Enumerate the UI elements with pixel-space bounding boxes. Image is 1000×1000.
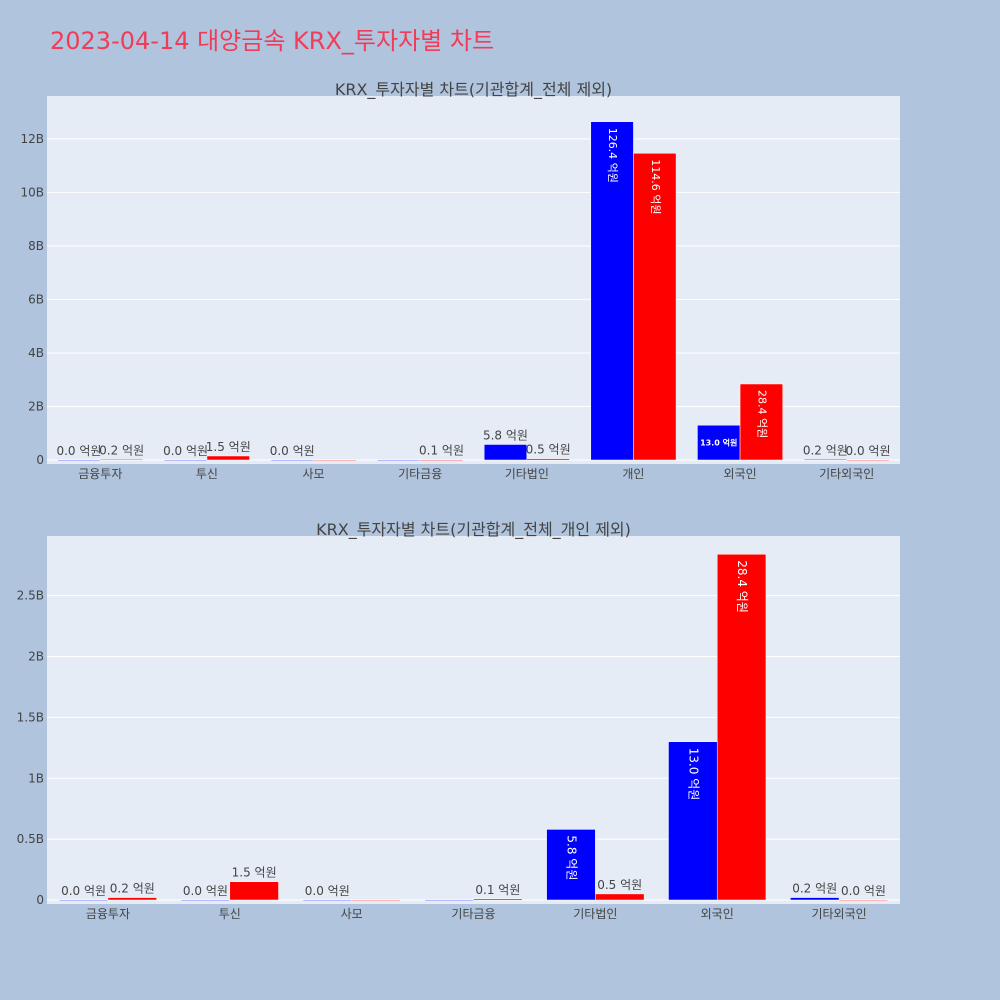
bar-value-label: 0.1 억원 bbox=[419, 444, 464, 458]
bar-value-label: 0.0 억원 bbox=[163, 444, 208, 458]
bar-value-label: 0.0 억원 bbox=[270, 444, 315, 458]
bar-value-label: 114.6 억원 bbox=[649, 159, 662, 214]
bar bbox=[790, 897, 840, 901]
bar-value-label: 1.5 억원 bbox=[232, 866, 277, 880]
x-tick-label: 투신 bbox=[196, 467, 218, 481]
bar-value-label: 1.5 억원 bbox=[206, 440, 251, 454]
bar-value-label: 0.0 억원 bbox=[61, 884, 106, 898]
bar bbox=[473, 898, 523, 901]
x-tick-label: 개인 bbox=[622, 467, 644, 481]
bar bbox=[57, 459, 101, 462]
x-tick-label: 금융투자 bbox=[86, 907, 130, 921]
bar-value-label: 0.0 억원 bbox=[56, 444, 101, 458]
bar bbox=[270, 459, 314, 462]
y-tick-label: 2B bbox=[28, 399, 44, 413]
y-tick-label: 8B bbox=[28, 239, 44, 253]
bar-value-label: 0.2 억원 bbox=[803, 443, 848, 457]
x-tick-label: 금융투자 bbox=[78, 467, 122, 481]
bar bbox=[424, 899, 474, 902]
bar bbox=[229, 881, 279, 901]
x-tick-label: 외국인 bbox=[724, 467, 757, 481]
bar bbox=[302, 899, 352, 902]
x-tick-label: 사모 bbox=[341, 907, 363, 921]
bar bbox=[697, 424, 741, 461]
y-tick-label: 2.5B bbox=[17, 589, 44, 603]
plot-area bbox=[47, 536, 900, 904]
bar-value-label: 0.0 억원 bbox=[183, 884, 228, 898]
y-tick-label: 6B bbox=[28, 292, 44, 306]
bar-value-label: 0.0 억원 bbox=[305, 884, 350, 898]
bar-value-label: 0.1 억원 bbox=[475, 883, 520, 897]
x-tick-label: 사모 bbox=[303, 467, 325, 481]
bar-value-label: 0.2 억원 bbox=[110, 882, 155, 896]
bar-value-label: 28.4 억원 bbox=[735, 560, 749, 613]
bar bbox=[838, 899, 889, 902]
bar-value-label: 28.4 억원 bbox=[755, 390, 768, 438]
y-tick-label: 1B bbox=[28, 771, 44, 785]
bar-value-label: 0.0 억원 bbox=[841, 884, 886, 898]
bar bbox=[633, 153, 677, 461]
bar bbox=[546, 829, 596, 901]
bar bbox=[58, 899, 109, 902]
bar-value-label: 0.0 억원 bbox=[846, 444, 891, 458]
bar-value-label: 5.8 억원 bbox=[483, 428, 528, 442]
bar-value-label: 0.2 억원 bbox=[792, 882, 837, 896]
chart-title: KRX_투자자별 차트(기관합계_전체 제외) bbox=[335, 80, 612, 100]
x-tick-label: 기타금융 bbox=[398, 467, 442, 481]
bar bbox=[180, 899, 231, 902]
bar bbox=[313, 459, 357, 462]
bar-value-label: 13.0 억원 bbox=[700, 438, 737, 448]
bar bbox=[846, 459, 890, 462]
bar bbox=[419, 459, 464, 461]
x-tick-label: 기타금융 bbox=[451, 907, 495, 921]
bar-value-label: 0.5 억원 bbox=[526, 443, 571, 457]
bar-value-label: 13.0 억원 bbox=[686, 748, 700, 801]
bar-value-label: 0.2 억원 bbox=[99, 443, 144, 457]
y-tick-label: 0.5B bbox=[17, 832, 44, 846]
bar-value-label: 5.8 억원 bbox=[564, 835, 578, 880]
bar bbox=[377, 459, 421, 462]
x-tick-label: 기타외국인 bbox=[819, 467, 874, 481]
bar-value-label: 126.4 억원 bbox=[606, 128, 619, 183]
y-tick-label: 12B bbox=[20, 132, 44, 146]
bar bbox=[590, 121, 634, 461]
bar bbox=[107, 897, 157, 901]
y-tick-label: 4B bbox=[28, 346, 44, 360]
y-tick-label: 1.5B bbox=[17, 710, 44, 724]
bar bbox=[351, 899, 401, 902]
chart-2: 0 0.5B 1B 1.5B 2B 2.5B KRX_투자자별 차트(기관합계_전체_개인 … bbox=[17, 520, 900, 921]
y-tick-label: 2B bbox=[28, 650, 44, 664]
bar bbox=[206, 455, 250, 461]
y-tick-label: 0 bbox=[36, 453, 44, 467]
bar bbox=[739, 383, 783, 461]
bar bbox=[668, 741, 718, 901]
chart-1: 0 2B 4B 6B 8B 10B 12B KRX_투자자별 차트(기관합계_전체 제외) 금융… bbox=[20, 80, 900, 481]
x-tick-label: 투신 bbox=[219, 907, 241, 921]
bar bbox=[164, 459, 208, 462]
x-tick-label: 기타외국인 bbox=[811, 907, 866, 921]
bar bbox=[100, 459, 144, 461]
x-tick-label: 기타법인 bbox=[573, 907, 617, 921]
y-tick-label: 10B bbox=[20, 185, 44, 199]
chart-title: KRX_투자자별 차트(기관합계_전체_개인 제외) bbox=[316, 520, 631, 540]
bar bbox=[595, 893, 645, 901]
bar bbox=[716, 554, 767, 901]
bar-value-label: 0.5 억원 bbox=[597, 878, 642, 892]
x-tick-label: 외국인 bbox=[701, 907, 734, 921]
y-tick-label: 0 bbox=[36, 893, 44, 907]
bar bbox=[803, 459, 847, 461]
page-title: 2023-04-14 대양금속 KRX_투자자별 차트 bbox=[50, 27, 494, 55]
x-tick-label: 기타법인 bbox=[505, 467, 549, 481]
bar bbox=[526, 458, 570, 461]
bar bbox=[483, 444, 528, 461]
